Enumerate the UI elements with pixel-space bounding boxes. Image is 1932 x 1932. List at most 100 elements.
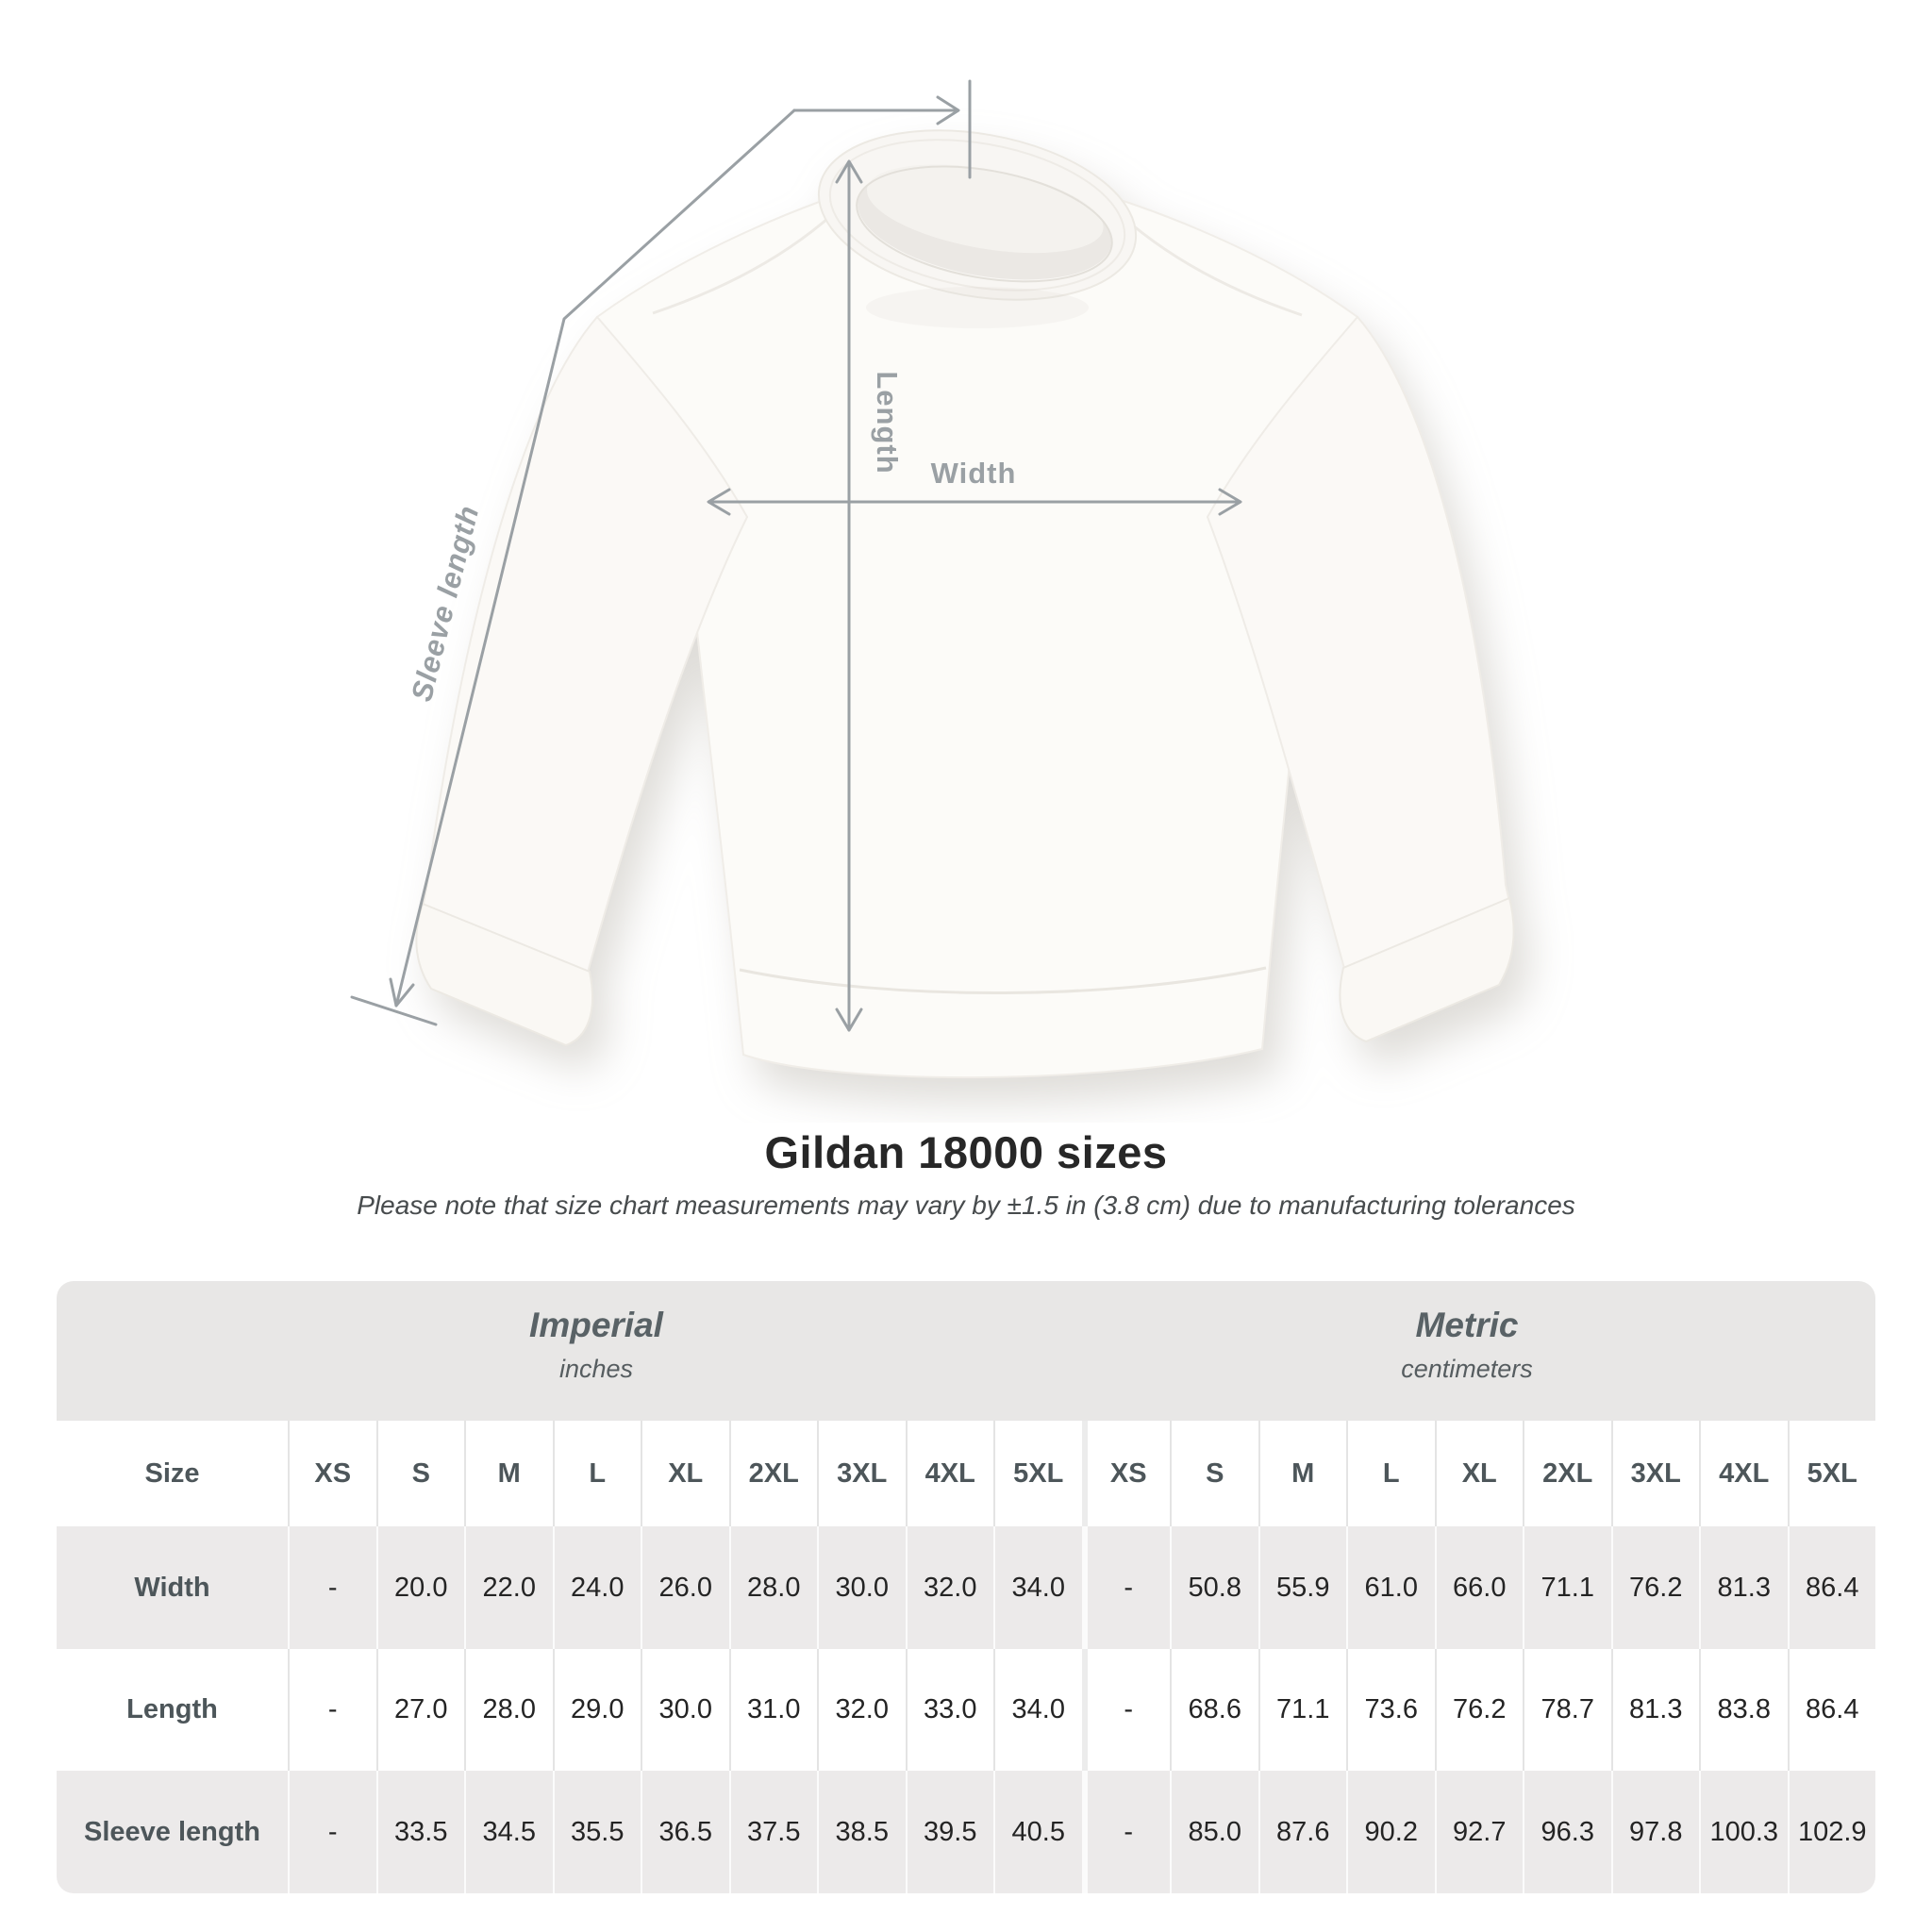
sweatshirt [415, 129, 1515, 1079]
value-cell: 33.0 [905, 1649, 993, 1771]
value-cell: 33.5 [375, 1771, 464, 1893]
value-cell: 32.0 [905, 1526, 993, 1649]
value-cell: 34.0 [993, 1526, 1082, 1649]
width-label: Width [931, 457, 1017, 490]
value-cell: 40.5 [993, 1771, 1082, 1893]
width-arrow-left [707, 488, 731, 516]
value-cell: 81.3 [1699, 1526, 1788, 1649]
left-sleeve [421, 315, 749, 977]
value-cell: 27.0 [375, 1649, 464, 1771]
value-cell: 36.5 [641, 1771, 729, 1893]
value-cell: 26.0 [641, 1526, 729, 1649]
unit-group-band: Imperial inches Metric centimeters [57, 1281, 1875, 1421]
value-cell: 68.6 [1170, 1649, 1258, 1771]
value-cell: 90.2 [1346, 1771, 1435, 1893]
table-row-sleeve-length: Sleeve length -33.5 34.5 35.5 36.5 37.5 38.5 39… [57, 1771, 1875, 1893]
value-cell: 102.9 [1787, 1771, 1875, 1893]
collar-shadow [866, 287, 1089, 328]
imperial-group-label: Imperial [529, 1306, 663, 1344]
size-col-header-metric-4xl: 4XL [1699, 1421, 1788, 1526]
value-cell: 37.5 [728, 1771, 817, 1893]
sleeve-length-end-tick [350, 995, 438, 1026]
value-cell: - [288, 1771, 376, 1893]
value-cell: 50.8 [1170, 1526, 1258, 1649]
neck-pointer-arrowhead [936, 95, 960, 125]
hem-seam [739, 966, 1267, 994]
right-cuff [1339, 896, 1515, 1043]
size-col-header-metric-l: L [1346, 1421, 1435, 1526]
value-cell: 28.0 [728, 1526, 817, 1649]
size-header-row: Size XS S M L XL 2XL 3XL 4XL 5XL XS S M L XL 2XL 3XL 4XL 5… [57, 1421, 1875, 1526]
value-cell: 28.0 [464, 1649, 553, 1771]
table-row-length: Length -27.0 28.0 29.0 30.0 31.0 32.0 33.0 34.0-… [57, 1649, 1875, 1771]
value-cell: 66.0 [1434, 1526, 1523, 1649]
value-cell: 83.8 [1699, 1649, 1788, 1771]
size-col-header-imperial-5xl: 5XL [993, 1421, 1082, 1526]
length-arrow-bottom [835, 1008, 863, 1032]
size-col-header-imperial-4xl: 4XL [905, 1421, 993, 1526]
value-cell: 96.3 [1523, 1771, 1611, 1893]
size-col-header-metric-m: M [1257, 1421, 1346, 1526]
value-cell: 87.6 [1257, 1771, 1346, 1893]
size-col-header-imperial-m: M [464, 1421, 553, 1526]
size-table: Imperial inches Metric centimeters Size X… [57, 1281, 1875, 1893]
value-cell: 71.1 [1257, 1649, 1346, 1771]
value-cell: 35.5 [552, 1771, 641, 1893]
value-cell: 76.2 [1610, 1526, 1699, 1649]
value-cell: 100.3 [1699, 1771, 1788, 1893]
size-col-header-imperial-s: S [375, 1421, 464, 1526]
value-cell: 71.1 [1523, 1526, 1611, 1649]
value-cell: 78.7 [1523, 1649, 1611, 1771]
metric-group-unit: centimeters [1401, 1355, 1533, 1383]
size-col-header-imperial-2xl: 2XL [728, 1421, 817, 1526]
row-label: Sleeve length [57, 1771, 288, 1893]
value-cell: 24.0 [552, 1526, 641, 1649]
value-cell: 30.0 [817, 1526, 906, 1649]
value-cell: 32.0 [817, 1649, 906, 1771]
value-cell: 38.5 [817, 1771, 906, 1893]
size-col-header-metric-xl: XL [1434, 1421, 1523, 1526]
value-cell: 55.9 [1257, 1526, 1346, 1649]
value-cell: 61.0 [1346, 1526, 1435, 1649]
value-cell: - [288, 1649, 376, 1771]
size-col-header-imperial-l: L [552, 1421, 641, 1526]
value-cell: 31.0 [728, 1649, 817, 1771]
value-cell: - [288, 1526, 376, 1649]
length-label: Length [871, 371, 904, 474]
value-cell: 86.4 [1787, 1649, 1875, 1771]
left-cuff [415, 902, 593, 1047]
value-cell: 97.8 [1610, 1771, 1699, 1893]
sleeve-length-line [394, 108, 796, 1008]
size-col-header-metric-xs: XS [1081, 1421, 1170, 1526]
value-cell: 34.5 [464, 1771, 553, 1893]
value-cell: 86.4 [1787, 1526, 1875, 1649]
right-sleeve [1206, 315, 1511, 974]
value-cell: - [1081, 1526, 1170, 1649]
size-col-header-metric-3xl: 3XL [1610, 1421, 1699, 1526]
size-col-header-imperial-3xl: 3XL [817, 1421, 906, 1526]
product-figure: Length Width Sleeve length [350, 79, 1515, 1079]
value-cell: 81.3 [1610, 1649, 1699, 1771]
value-cell: 30.0 [641, 1649, 729, 1771]
collar [817, 129, 1138, 301]
width-arrow-right [1218, 488, 1242, 516]
table-row-width: Width -20.0 22.0 24.0 26.0 28.0 30.0 32.0 34.0-5… [57, 1526, 1875, 1649]
size-col-header-imperial-xl: XL [641, 1421, 729, 1526]
page-title: Gildan 18000 sizes [764, 1127, 1168, 1177]
size-col-header-metric-5xl: 5XL [1787, 1421, 1875, 1526]
size-col-header-metric-2xl: 2XL [1523, 1421, 1611, 1526]
size-col-header-imperial-xs: XS [288, 1421, 376, 1526]
value-cell: 20.0 [375, 1526, 464, 1649]
metric-group-label: Metric [1415, 1306, 1519, 1344]
metric-group-header: Metric centimeters [1401, 1306, 1533, 1384]
size-col-header-metric-s: S [1170, 1421, 1258, 1526]
length-arrow-top [835, 159, 863, 184]
value-cell: 39.5 [905, 1771, 993, 1893]
page-subtitle: Please note that size chart measurements… [357, 1191, 1575, 1220]
value-cell: - [1081, 1649, 1170, 1771]
value-cell: 73.6 [1346, 1649, 1435, 1771]
value-cell: 76.2 [1434, 1649, 1523, 1771]
value-cell: 34.0 [993, 1649, 1082, 1771]
size-corner-header: Size [57, 1421, 288, 1526]
row-label: Width [57, 1526, 288, 1649]
